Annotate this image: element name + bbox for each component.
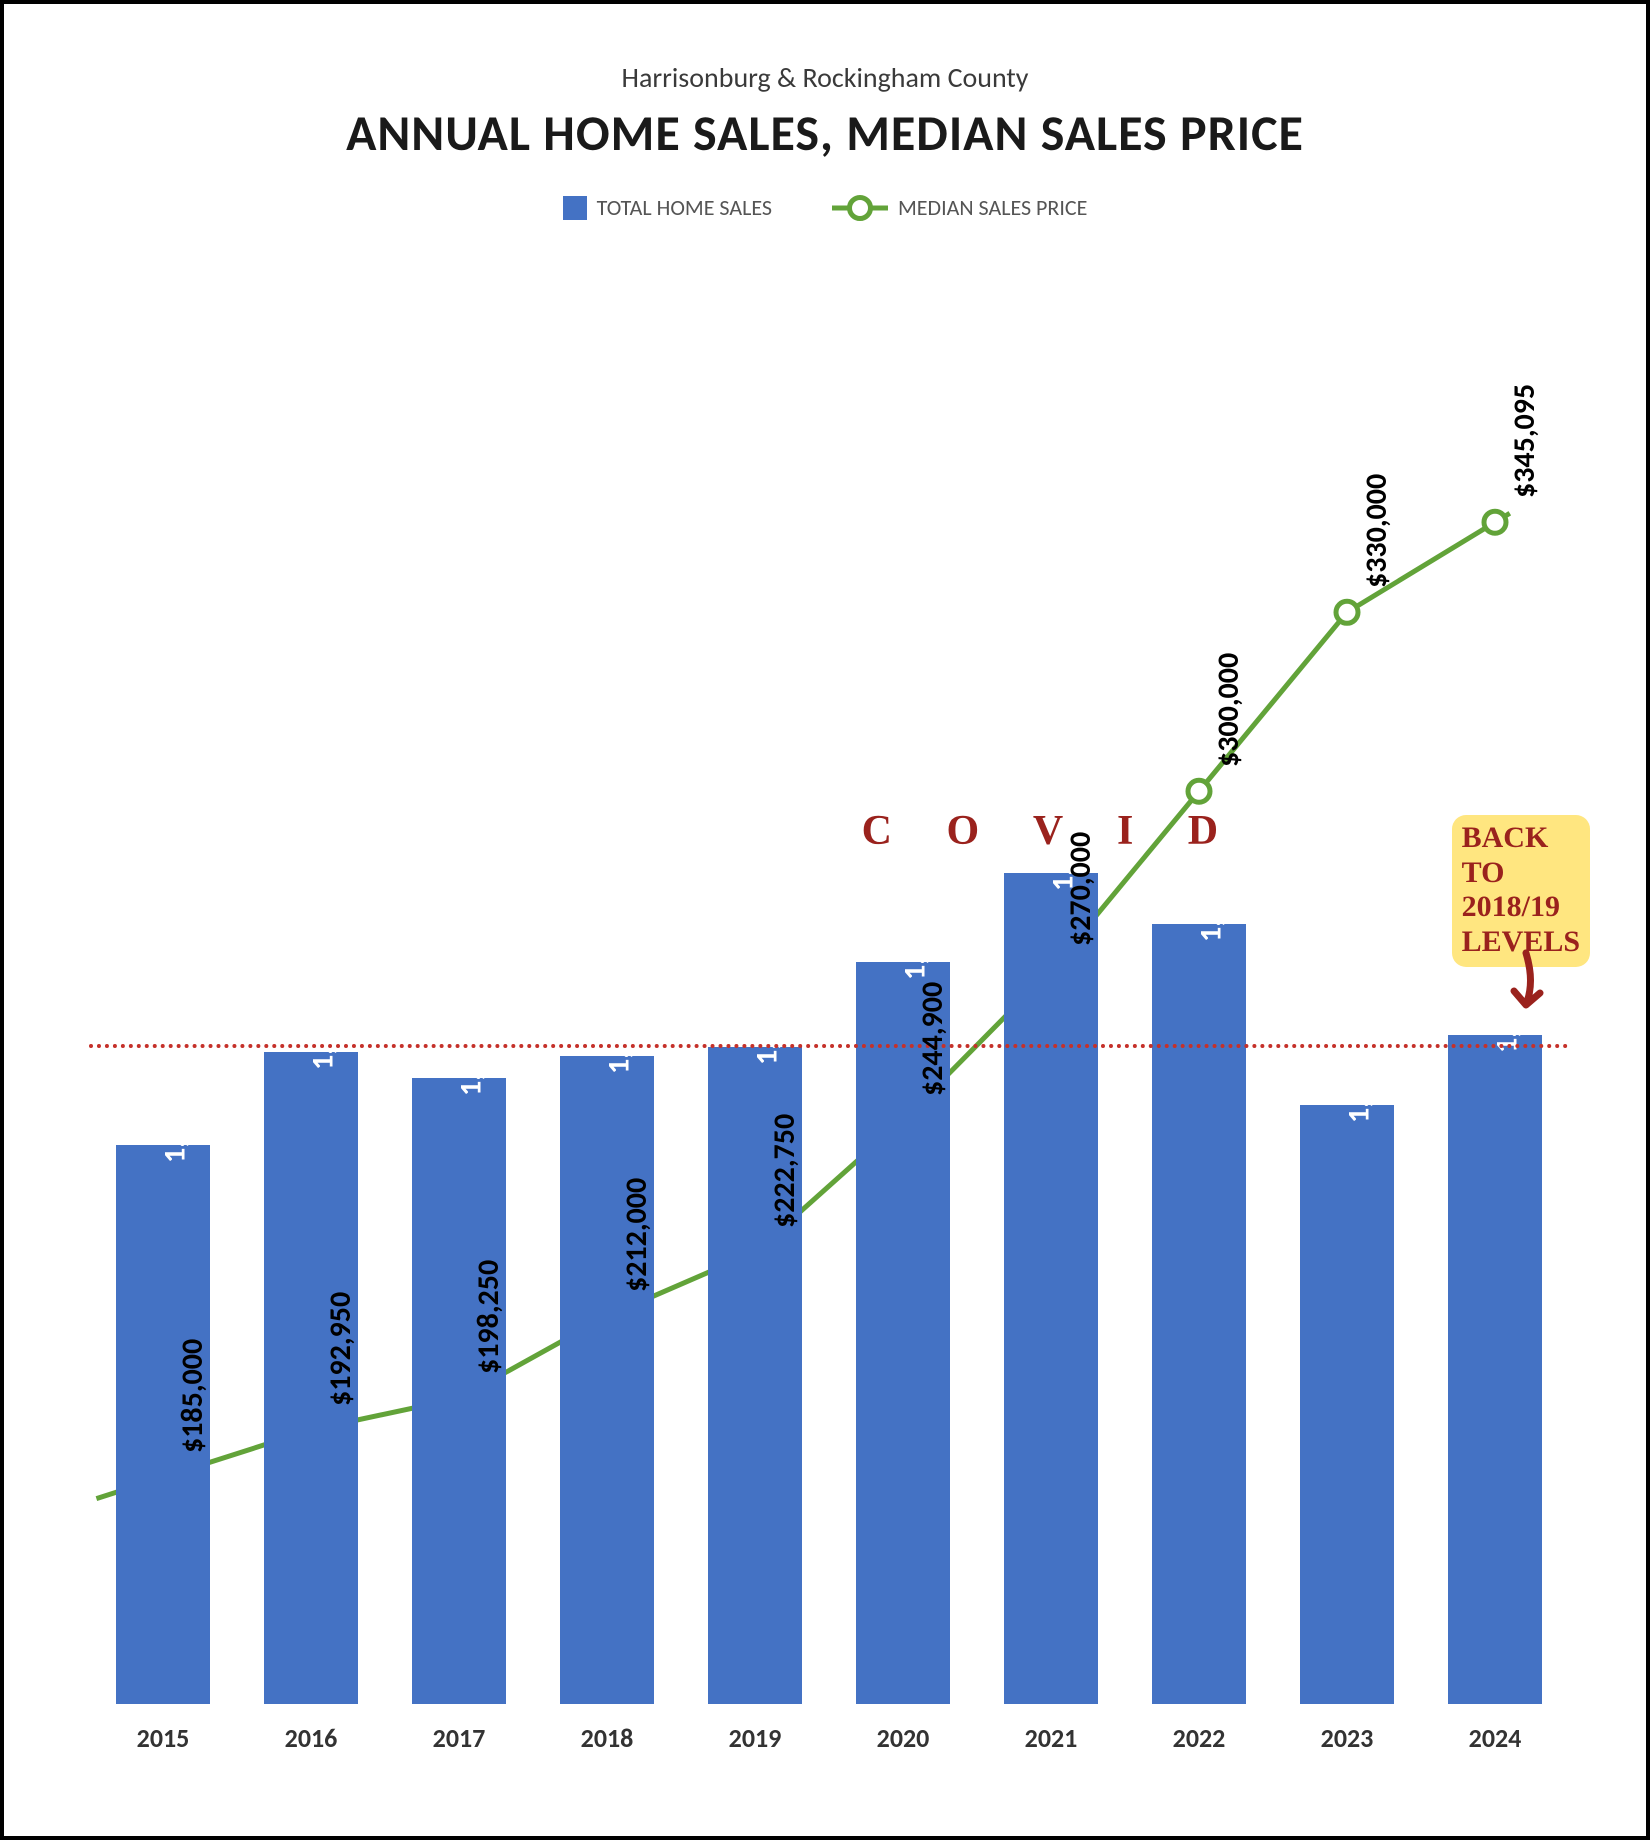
price-value-label: $330,000 [1358,474,1395,588]
chart-subtitle: Harrisonburg & Rockingham County [4,60,1646,95]
price-value-label: $300,000 [1210,653,1247,767]
x-axis-label: 2017 [385,1722,533,1754]
x-axis-label: 2021 [977,1722,1125,1754]
bar-value-label: 1,314 [305,1001,342,1070]
price-value-label: $198,250 [470,1260,507,1374]
chart-frame: Harrisonburg & Rockingham County ANNUAL … [0,0,1650,1840]
annotation-covid: C O V I D [862,807,1241,855]
legend-item-line: MEDIAN SALES PRICE [832,194,1087,221]
bar-value-label: 1,571 [1193,874,1230,943]
bar-value-label: 1,306 [601,1005,638,1074]
line-marker [1336,601,1358,623]
plot-area: 1,12620151,31420161,26220171,30620181,32… [89,314,1569,1704]
legend: TOTAL HOME SALES MEDIAN SALES PRICE [4,194,1646,221]
x-axis-label: 2024 [1421,1722,1569,1754]
bar-value-label: 1,206 [1341,1055,1378,1124]
bar-2021 [1004,873,1099,1704]
annotation-arrow-icon [1496,949,1556,1029]
line-marker [1188,780,1210,802]
annotation-back-line: 2018/19 [1462,890,1580,925]
reference-line [89,1044,1569,1048]
annotation-back-to-levels: BACK TO2018/19LEVELS [1452,815,1590,967]
bar-2023 [1300,1105,1395,1704]
x-axis-label: 2018 [533,1722,681,1754]
bar-2017 [412,1078,507,1704]
bar-2022 [1152,924,1247,1704]
price-value-label: $244,900 [914,982,951,1096]
chart-title: ANNUAL HOME SALES, MEDIAN SALES PRICE [4,103,1646,164]
bar-value-label: 1,126 [157,1094,194,1163]
line-marker [1484,511,1506,533]
legend-label-line: MEDIAN SALES PRICE [898,194,1087,221]
legend-label-bar: TOTAL HOME SALES [597,194,772,221]
bar-value-label: 1,262 [453,1027,490,1096]
x-axis-label: 2022 [1125,1722,1273,1754]
price-value-label: $185,000 [174,1339,211,1453]
x-axis-label: 2020 [829,1722,977,1754]
x-axis-label: 2019 [681,1722,829,1754]
price-value-label: $192,950 [322,1292,359,1406]
price-value-label: $345,095 [1506,384,1543,498]
price-value-label: $222,750 [766,1114,803,1228]
bar-value-label: 1,324 [749,996,786,1065]
price-value-label: $212,000 [618,1178,655,1292]
legend-item-bar: TOTAL HOME SALES [563,194,772,221]
legend-line-marker [847,195,873,221]
annotation-back-line: BACK TO [1462,821,1580,890]
bar-2018 [560,1056,655,1704]
bar-2024 [1448,1035,1543,1704]
x-axis-label: 2023 [1273,1722,1421,1754]
x-axis-label: 2015 [89,1722,237,1754]
legend-swatch-line [832,196,888,220]
x-axis-label: 2016 [237,1722,385,1754]
legend-swatch-bar [563,196,587,220]
bar-value-label: 1,495 [897,911,934,980]
